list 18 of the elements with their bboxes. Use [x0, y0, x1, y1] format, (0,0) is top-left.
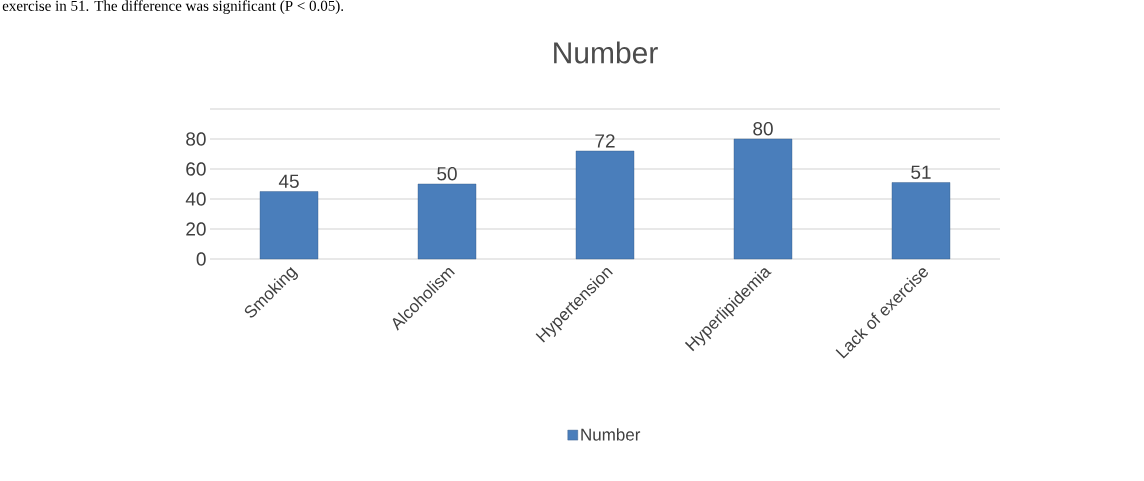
text: exercise in 51. The difference was significant (P < 0.05). — [2, 0, 344, 14]
y-tick-label: 80 — [186, 132, 206, 146]
y-tick-label: 60 — [186, 162, 206, 176]
chart-title: Number — [554, 41, 658, 64]
legend-label: Number — [581, 428, 641, 441]
bar — [259, 191, 319, 260]
data-label: 50 — [437, 167, 457, 181]
bar — [891, 182, 951, 260]
data-label: 51 — [911, 165, 931, 179]
y-tick-label: 20 — [186, 222, 206, 236]
bar — [417, 183, 477, 260]
data-label: 45 — [278, 174, 299, 188]
bar — [575, 150, 635, 260]
y-tick-label: 40 — [185, 192, 206, 206]
y-tick-label: 0 — [196, 252, 206, 266]
data-label: 72 — [595, 134, 615, 148]
data-label: 80 — [753, 122, 773, 136]
bar — [733, 138, 793, 260]
